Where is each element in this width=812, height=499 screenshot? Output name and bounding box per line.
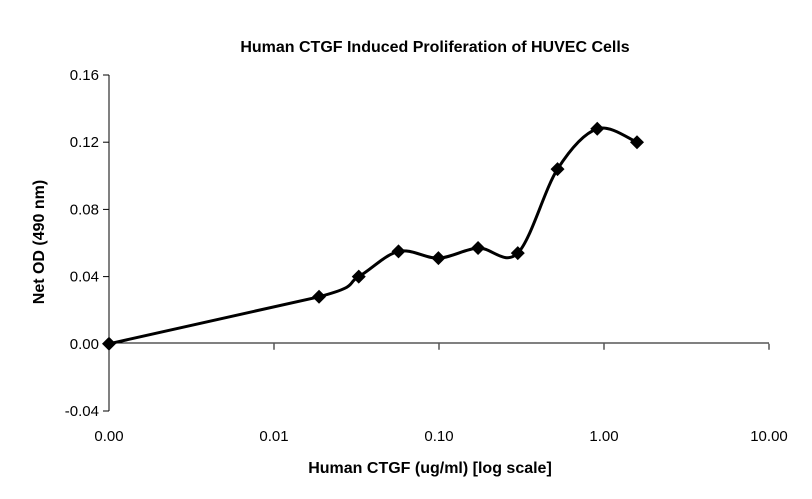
data-point [471,241,486,256]
data-point [391,244,406,259]
y-tick-label: 0.12 [70,134,99,151]
x-axis-label: Human CTGF (ug/ml) [log scale] [308,460,552,477]
data-point [431,251,446,266]
series-markers [102,121,644,351]
data-point [510,246,525,261]
y-tick-label: 0.08 [70,201,99,218]
y-tick-label: 0.16 [70,67,99,84]
x-tick-label: 0.00 [94,428,123,445]
chart-title: Human CTGF Induced Proliferation of HUVE… [240,39,629,56]
y-axis-label: Net OD (490 nm) [31,180,48,304]
x-ticks: 0.00 0.01 0.10 1.00 10.00 [94,343,788,445]
data-point [590,121,605,136]
x-tick-label: 0.01 [259,428,288,445]
y-tick-label: 0.04 [70,269,99,286]
data-point [312,289,327,304]
x-tick-label: 1.00 [589,428,618,445]
y-tick-label: -0.04 [65,403,99,420]
data-point [550,162,565,177]
data-point [351,269,366,284]
y-ticks: 0.16 0.12 0.08 0.04 0.00 -0.04 [65,67,109,420]
x-tick-label: 10.00 [750,428,788,445]
series-line [108,126,638,346]
data-point [630,135,644,150]
y-tick-label: 0.00 [70,336,99,353]
x-tick-label: 0.10 [424,428,453,445]
data-point [102,336,116,351]
